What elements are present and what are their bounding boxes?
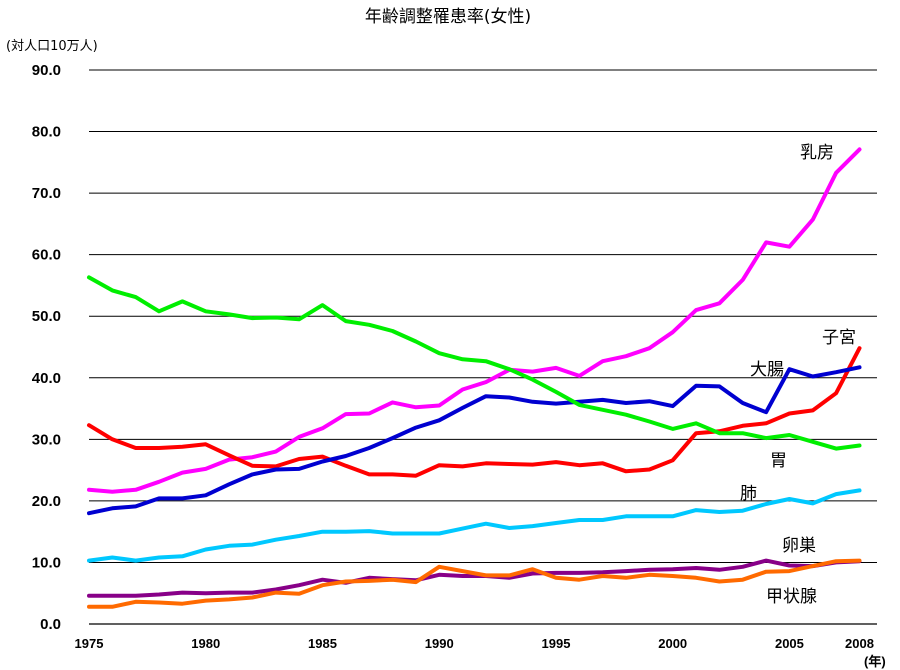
x-tick-label: 1975: [75, 636, 104, 651]
x-tick-label: 1980: [191, 636, 220, 651]
series-label: 乳房: [800, 143, 834, 163]
x-tick-label: 2000: [658, 636, 687, 651]
series-line: [87, 558, 862, 598]
y-tick-label: 10.0: [32, 554, 61, 571]
series-line: [87, 365, 862, 516]
y-tick-label: 50.0: [32, 308, 61, 325]
x-tick-label: 1990: [425, 636, 454, 651]
x-tick-label: 2005: [775, 636, 804, 651]
y-tick-label: 80.0: [32, 124, 61, 141]
y-tick-label: 90.0: [32, 62, 61, 79]
y-tick-label: 40.0: [32, 370, 61, 387]
y-tick-label: 70.0: [32, 185, 61, 202]
x-axis-unit: (年): [864, 654, 886, 669]
y-tick-label: 60.0: [32, 247, 61, 264]
y-tick-label: 0.0: [40, 616, 61, 633]
series-lines: [87, 147, 862, 609]
series-label: 卵巣: [782, 536, 816, 556]
series-label: 大腸: [750, 360, 784, 380]
y-tick-labels: 0.0 10.0 20.0 30.0 40.0 50.0 60.0 70.0 80.0 90.0: [32, 62, 61, 633]
chart-title: 年齢調整罹患率(女性): [365, 7, 531, 27]
x-tick-label: 2008: [845, 636, 874, 651]
y-axis-unit: (対人口10万人): [6, 39, 98, 54]
series-line: [87, 147, 862, 494]
series-label: 肺: [740, 484, 757, 504]
series-label: 甲状腺: [766, 587, 817, 607]
series-line: [87, 558, 862, 609]
y-tick-label: 30.0: [32, 431, 61, 448]
x-tick-labels: 1975 1980 1985 1990 1995 2000 2005 2008: [75, 636, 874, 651]
series-line: [87, 275, 862, 451]
x-tick-label: 1985: [308, 636, 337, 651]
y-tick-label: 20.0: [32, 493, 61, 510]
series-line: [87, 488, 862, 563]
series-label: 胃: [770, 451, 787, 471]
gridlines: [89, 69, 877, 563]
x-tick-label: 1995: [542, 636, 571, 651]
series-label: 子宮: [822, 328, 856, 348]
series-line: [87, 346, 862, 478]
